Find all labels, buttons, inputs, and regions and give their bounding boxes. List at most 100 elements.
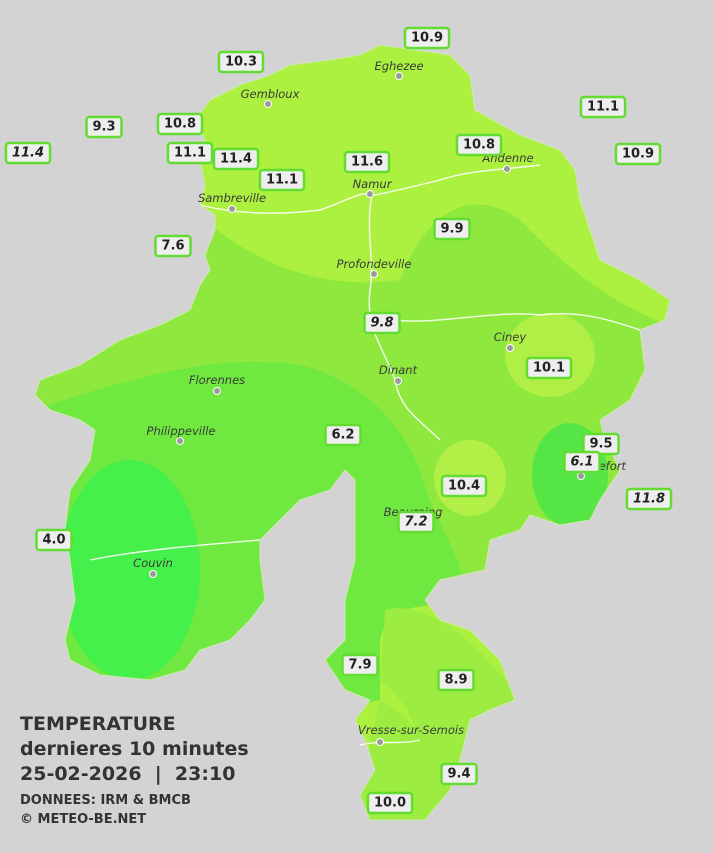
city-dot <box>370 270 378 278</box>
station: 7.6 <box>154 234 192 258</box>
legend-subtitle: dernieres 10 minutes <box>20 738 249 760</box>
city-label: Couvin <box>133 556 173 570</box>
station-value: 10.8 <box>463 138 495 153</box>
legend-title: TEMPERATURE <box>20 713 176 735</box>
station-box <box>582 432 620 456</box>
station-box <box>437 668 475 692</box>
station-value: 11.1 <box>174 146 206 161</box>
city-dot <box>149 570 157 578</box>
station-value: 9.9 <box>440 222 463 237</box>
station-box <box>4 141 52 165</box>
station-box <box>324 423 362 447</box>
station: 11.4 <box>212 147 260 171</box>
station: 11.8 <box>625 487 673 511</box>
station: 7.9 <box>341 653 379 677</box>
station-box <box>440 474 488 498</box>
station-value: 10.9 <box>622 147 654 162</box>
station-box <box>35 528 73 552</box>
city-dot <box>577 472 585 480</box>
rivers <box>89 164 641 746</box>
station-box <box>154 234 192 258</box>
station-value: 11.1 <box>266 173 298 188</box>
station: 6.2 <box>324 423 362 447</box>
station: 10.0 <box>366 791 414 815</box>
station: 9.8 <box>363 311 401 335</box>
city-label: Sambreville <box>198 191 266 205</box>
legend-datetime: 25-02-2026 | 23:10 <box>20 763 235 785</box>
city-dot <box>506 344 514 352</box>
station-value: 10.9 <box>411 31 443 46</box>
station: 8.9 <box>437 668 475 692</box>
station-value: 7.9 <box>348 658 371 673</box>
legend: TEMPERATURE dernieres 10 minutes 25-02-2… <box>20 713 249 827</box>
city-label: Ciney <box>494 330 527 344</box>
station-box <box>579 95 627 119</box>
station-box <box>433 217 471 241</box>
station-box <box>525 356 573 380</box>
city-label: Dinant <box>379 363 418 377</box>
station-box <box>343 150 391 174</box>
station-value: 11.4 <box>220 152 252 167</box>
station: 11.4 <box>4 141 52 165</box>
station-box <box>85 115 123 139</box>
station: 9.3 <box>85 115 123 139</box>
city-dot <box>228 205 236 213</box>
station-value: 6.1 <box>570 455 593 470</box>
station-value: 10.0 <box>374 796 406 811</box>
station-value: 7.6 <box>161 239 184 254</box>
station-box <box>614 142 662 166</box>
station-value: 9.3 <box>92 120 115 135</box>
station: 10.1 <box>525 356 573 380</box>
station-box <box>366 791 414 815</box>
station-value: 10.8 <box>164 117 196 132</box>
station-value: 9.5 <box>589 437 612 452</box>
station: 10.8 <box>455 133 503 157</box>
city-dot <box>213 387 221 395</box>
station-value: 4.0 <box>42 533 65 548</box>
station: 7.2 <box>397 510 435 534</box>
station: 10.9 <box>614 142 662 166</box>
station-box <box>440 762 478 786</box>
station-value: 10.1 <box>533 361 565 376</box>
station-value: 9.8 <box>370 316 393 331</box>
station-value: 8.9 <box>444 673 467 688</box>
station-value: 11.1 <box>587 100 619 115</box>
station-box <box>563 450 601 474</box>
city-label: Gembloux <box>241 87 300 101</box>
station-value: 6.2 <box>331 428 354 443</box>
city-label: Florennes <box>189 373 245 387</box>
station: 11.1 <box>258 168 306 192</box>
city-label: Namur <box>353 177 393 191</box>
legend-source: DONNEES: IRM & BMCB <box>20 793 191 808</box>
station-box <box>455 133 503 157</box>
station: 11.1 <box>166 141 214 165</box>
city-dot <box>376 738 384 746</box>
station: 9.4 <box>440 762 478 786</box>
city-dot <box>366 190 374 198</box>
station-box <box>363 311 401 335</box>
station: 6.1 <box>563 450 601 474</box>
station: 4.0 <box>35 528 73 552</box>
station-value: 9.4 <box>447 767 470 782</box>
station: 10.4 <box>440 474 488 498</box>
station-value: 11.6 <box>351 155 383 170</box>
city-label: Vresse-sur-Semois <box>358 723 464 737</box>
station: 9.5 <box>582 432 620 456</box>
city-dot <box>264 100 272 108</box>
stations: 10.3 10.9 9.3 10.8 11.1 11.4 11.1 11.4 11.6 10.8 1… <box>4 26 673 815</box>
station: 9.9 <box>433 217 471 241</box>
station: 11.6 <box>343 150 391 174</box>
city-dot <box>395 72 403 80</box>
station-box <box>156 112 204 136</box>
station-box <box>212 147 260 171</box>
station-box <box>258 168 306 192</box>
station-box <box>166 141 214 165</box>
station-box <box>341 653 379 677</box>
station-box <box>217 50 265 74</box>
city-label: Eghezee <box>374 59 423 73</box>
station: 11.1 <box>579 95 627 119</box>
station-box <box>625 487 673 511</box>
station: 10.8 <box>156 112 204 136</box>
station-value: 10.4 <box>448 479 480 494</box>
